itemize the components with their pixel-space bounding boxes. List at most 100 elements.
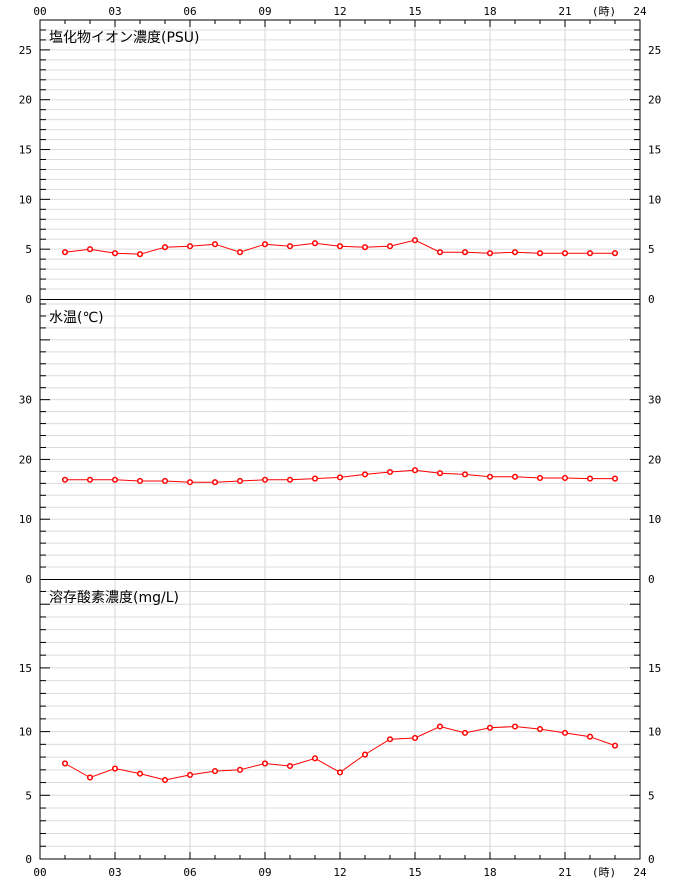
y-tick-label-left: 10	[19, 193, 32, 206]
data-point	[386, 243, 394, 250]
panel-title: 塩化物イオン濃度(PSU)	[49, 30, 200, 46]
data-point	[161, 776, 169, 784]
data-point	[461, 729, 469, 736]
x-tick-label-top: 12	[333, 5, 346, 18]
y-tick-label-right: 20	[648, 94, 661, 107]
y-tick-label-left: 10	[19, 513, 32, 526]
y-tick-label-left: 30	[19, 394, 32, 407]
x-tick-label-top: 06	[183, 5, 196, 18]
y-tick-label-right: 30	[648, 394, 661, 407]
data-point	[211, 479, 219, 486]
data-point	[61, 476, 69, 483]
panel-title: 水温(℃)	[49, 310, 104, 326]
data-point	[336, 474, 344, 481]
data-point	[61, 249, 69, 256]
data-point	[536, 726, 544, 733]
y-tick-label-right: 25	[648, 44, 661, 57]
y-tick-label-right: 15	[648, 144, 661, 157]
x-tick-label-bottom: 09	[258, 866, 271, 879]
y-tick-label-left: 10	[19, 726, 32, 739]
data-point	[261, 241, 269, 248]
data-point	[511, 473, 519, 480]
data-point	[86, 774, 94, 781]
data-point	[236, 249, 244, 256]
data-point	[236, 766, 244, 773]
y-tick-label-left: 0	[25, 853, 32, 866]
data-point	[436, 470, 444, 477]
data-point	[361, 471, 369, 478]
data-point	[586, 475, 594, 482]
tick-layer	[40, 20, 640, 859]
data-point	[261, 760, 269, 767]
data-point	[186, 479, 194, 486]
x-tick-label-bottom: 12	[333, 866, 346, 879]
panel-title: 溶存酸素濃度(mg/L)	[49, 590, 179, 606]
hour-unit-label-bottom: (時)	[592, 866, 616, 879]
x-tick-label-top: 21	[558, 5, 571, 18]
data-point	[161, 244, 169, 251]
x-tick-label-bottom: 06	[183, 866, 196, 879]
x-tick-label-bottom: 00	[33, 866, 46, 879]
x-tick-label-bottom: 24	[633, 866, 647, 879]
data-point	[561, 250, 569, 257]
data-point	[111, 250, 119, 257]
y-tick-label-left: 20	[19, 453, 32, 466]
x-tick-label-top: 03	[108, 5, 121, 18]
x-tick-label-bottom: 03	[108, 866, 121, 879]
data-point	[136, 477, 144, 485]
data-point	[286, 476, 294, 483]
data-point	[536, 250, 544, 257]
y-tick-label-right: 5	[648, 789, 655, 802]
data-point	[461, 249, 469, 256]
x-tick-label-top: 09	[258, 5, 271, 18]
x-tick-label-top: 24	[633, 5, 647, 18]
y-tick-label-right: 10	[648, 726, 661, 739]
data-point	[586, 250, 594, 257]
data-point	[286, 762, 294, 770]
y-tick-label-left: 5	[25, 789, 32, 802]
data-point	[511, 249, 519, 256]
data-point	[611, 475, 619, 482]
data-point	[111, 765, 119, 772]
data-point	[611, 250, 619, 257]
y-tick-label-right: 20	[648, 453, 661, 466]
data-point	[361, 244, 369, 251]
y-tick-label-left: 15	[19, 662, 32, 675]
hour-unit-label-top: (時)	[592, 5, 616, 18]
data-point	[211, 241, 219, 248]
data-point	[411, 467, 419, 474]
data-point	[136, 251, 144, 258]
data-point	[361, 751, 369, 758]
data-point	[386, 736, 394, 743]
x-tick-label-top: 00	[33, 5, 46, 18]
data-point	[311, 755, 319, 762]
data-point	[561, 474, 569, 482]
data-point	[111, 476, 119, 483]
data-point	[461, 471, 469, 478]
data-point	[336, 769, 344, 776]
data-point	[336, 243, 344, 250]
data-point	[161, 477, 169, 485]
data-point	[436, 723, 444, 730]
y-tick-label-right: 0	[648, 293, 655, 306]
y-tick-label-right: 15	[648, 662, 661, 675]
data-point	[286, 243, 294, 250]
data-point	[486, 250, 494, 257]
y-tick-label-left: 15	[19, 144, 32, 157]
data-point	[586, 733, 594, 740]
y-tick-label-right: 0	[648, 573, 655, 586]
y-tick-label-left: 20	[19, 94, 32, 107]
y-tick-label-left: 5	[25, 243, 32, 256]
y-tick-label-left: 0	[25, 573, 32, 586]
x-tick-label-bottom: 15	[408, 866, 421, 879]
data-point	[611, 742, 619, 749]
data-point	[561, 729, 569, 736]
x-tick-label-top: 18	[483, 5, 496, 18]
data-point	[61, 760, 69, 767]
data-point	[386, 468, 394, 476]
data-point	[236, 477, 244, 485]
data-layer	[61, 237, 619, 784]
data-point	[486, 724, 494, 731]
